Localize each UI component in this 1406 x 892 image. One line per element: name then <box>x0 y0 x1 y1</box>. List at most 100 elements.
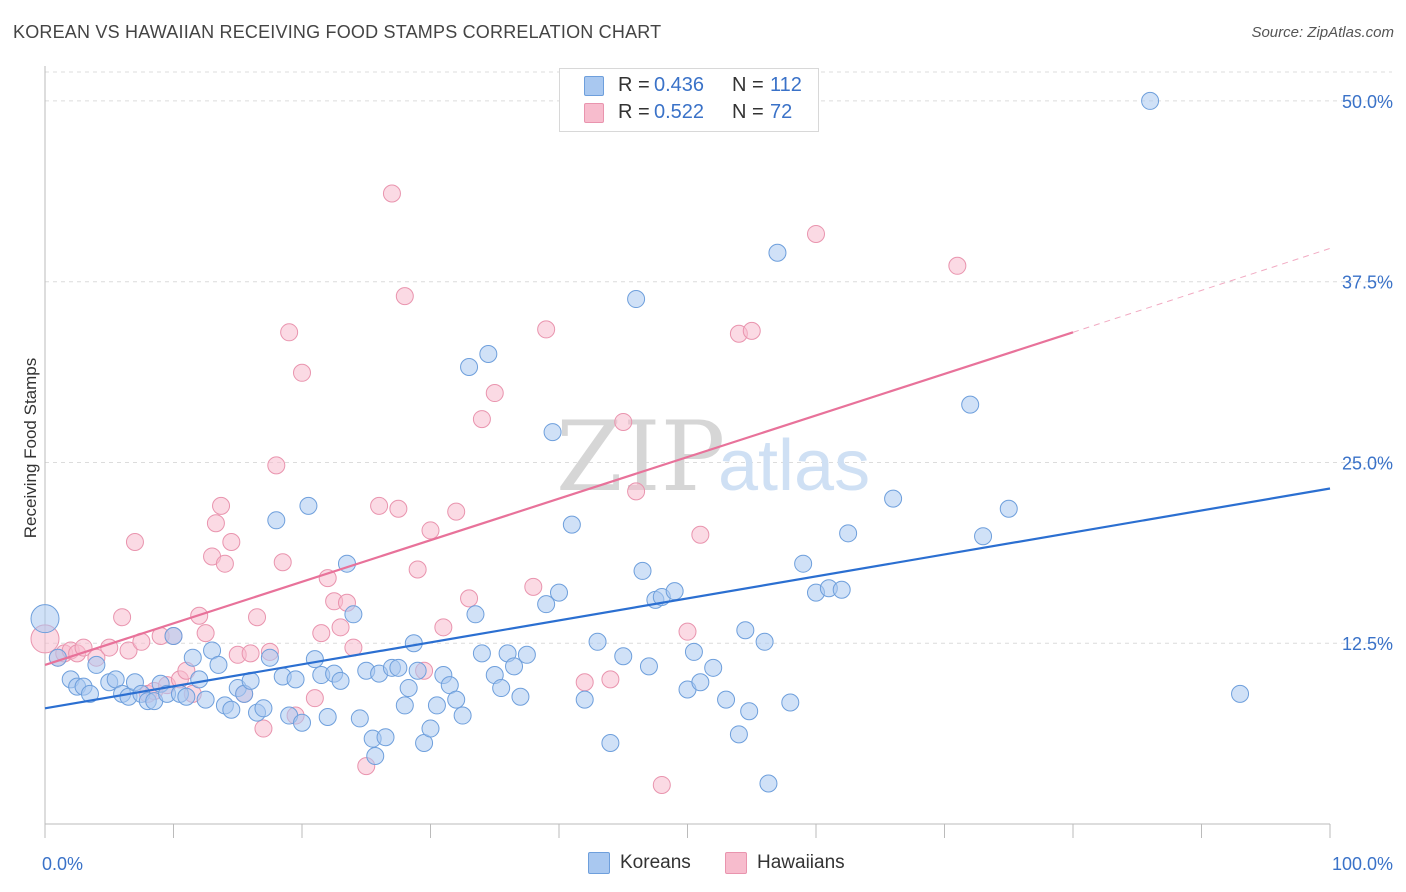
korean-point <box>376 728 395 747</box>
legend-label: Hawaiians <box>757 852 845 873</box>
korean-point <box>209 655 228 674</box>
korean-point <box>832 580 851 599</box>
korean-point <box>601 734 620 753</box>
korean-point <box>614 647 633 666</box>
korean-point <box>794 554 813 573</box>
korean-point <box>740 702 759 721</box>
chart-title: KOREAN VS HAWAIIAN RECEIVING FOOD STAMPS… <box>13 22 662 42</box>
hawaiian-point <box>206 514 225 533</box>
hawaiian-point <box>382 184 401 203</box>
r-label: R = <box>618 74 650 96</box>
y-axis-label: Receiving Food Stamps <box>21 358 40 538</box>
x-tick-label: 0.0% <box>42 854 83 874</box>
korean-point <box>665 582 684 601</box>
korean-point <box>408 661 427 680</box>
hawaiian-point <box>434 618 453 637</box>
korean-point <box>588 632 607 651</box>
korean-point <box>1141 91 1160 110</box>
n-value: 72 <box>770 101 793 123</box>
korean-point <box>177 687 196 706</box>
korean-point <box>164 627 183 645</box>
hawaiian-point <box>305 689 324 708</box>
korean-point <box>399 679 418 698</box>
korean-point <box>781 693 800 712</box>
korean-point <box>704 658 723 677</box>
n-label: N = <box>732 74 764 96</box>
correlation-legend: R = 0.436 N = 112 R = 0.522 N = 72 <box>559 68 819 132</box>
korean-point <box>537 595 556 614</box>
korean-point <box>517 645 536 664</box>
hawaiian-point <box>389 499 408 518</box>
korean-point <box>768 243 787 262</box>
hawaiian-point <box>248 608 267 627</box>
hawaiian-point <box>212 496 231 515</box>
korean-point <box>492 679 511 698</box>
hawaiian-point <box>113 608 132 627</box>
hawaiian-point <box>395 287 414 306</box>
korean-point <box>543 423 562 442</box>
korean-point <box>331 671 350 690</box>
korean-point <box>87 655 106 674</box>
korean-point <box>421 719 440 738</box>
hawaiians-trend-extension <box>1072 247 1331 333</box>
hawaiian-point <box>119 641 138 660</box>
korean-point <box>472 644 491 663</box>
hawaiian-point <box>691 525 710 544</box>
hawaiian-point <box>421 521 440 540</box>
legend-label: Koreans <box>620 852 691 873</box>
korean-point <box>453 706 472 725</box>
korean-point <box>460 358 479 377</box>
korean-point <box>305 650 324 669</box>
hawaiian-point <box>601 670 620 689</box>
hawaiian-point <box>408 560 427 579</box>
korean-point <box>736 621 755 640</box>
korean-point <box>729 725 748 744</box>
axis-labels: 12.5% 25.0% 37.5% 50.0% 0.0% 100.0% Receiving … <box>21 92 1393 874</box>
korean-point <box>717 690 736 709</box>
korean-point <box>299 496 318 515</box>
hawaiians-swatch <box>584 103 604 123</box>
koreans-swatch <box>588 852 610 874</box>
n-label: N = <box>732 101 764 123</box>
hawaiian-point <box>215 554 234 573</box>
korean-point <box>999 499 1018 518</box>
hawaiian-point <box>280 323 299 342</box>
korean-point <box>691 673 710 692</box>
korean-point <box>427 696 446 715</box>
r-value: 0.522 <box>654 101 705 123</box>
korean-point <box>183 648 202 667</box>
hawaiian-point <box>652 775 671 794</box>
korean-point <box>839 524 858 543</box>
r-value: 0.436 <box>654 74 705 96</box>
hawaiian-point <box>331 618 350 637</box>
korean-point <box>395 696 414 715</box>
hawaiian-point <box>196 624 215 643</box>
korean-point <box>447 690 466 709</box>
n-value: 112 <box>770 74 802 96</box>
korean-point <box>511 687 530 706</box>
hawaiian-point <box>524 577 543 596</box>
korean-point <box>190 670 209 689</box>
y-tick-label: 25.0% <box>1342 453 1393 473</box>
korean-point <box>633 561 652 580</box>
koreans-points <box>30 91 1250 793</box>
hawaiian-point <box>447 502 466 521</box>
korean-point <box>974 527 993 546</box>
korean-point <box>505 657 524 676</box>
korean-point <box>575 690 594 709</box>
trend-lines <box>44 247 1331 710</box>
hawaiian-point <box>241 644 260 663</box>
hawaiians-trend-line <box>44 331 1074 666</box>
korean-point <box>80 684 99 703</box>
korean-point <box>366 747 385 766</box>
koreans-trend-line <box>44 487 1331 710</box>
hawaiian-point <box>627 482 646 501</box>
y-tick-label: 37.5% <box>1342 273 1393 293</box>
zipatlas-watermark: ZIP atlas <box>556 401 870 513</box>
hawaiian-point <box>312 624 331 643</box>
hawaiians-swatch <box>725 852 747 874</box>
korean-point <box>30 604 60 634</box>
korean-point <box>267 511 286 530</box>
x-tick-label: 100.0% <box>1332 854 1393 874</box>
korean-point <box>260 648 279 667</box>
